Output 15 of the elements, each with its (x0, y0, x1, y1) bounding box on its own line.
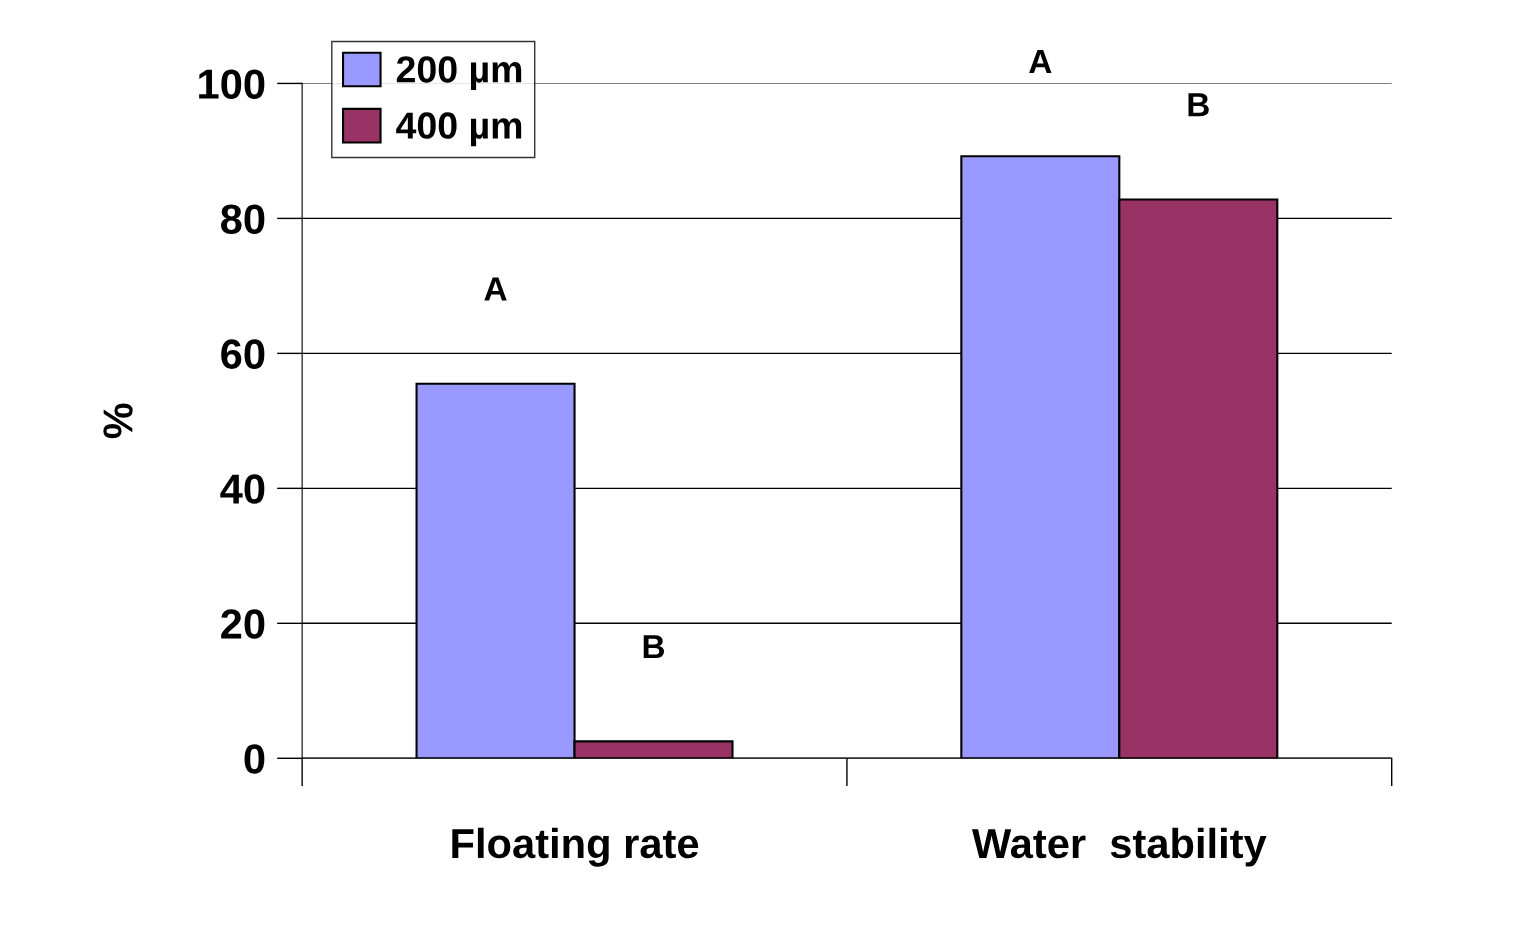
y-tick-label: 20 (221, 609, 265, 639)
data-label: B (643, 635, 665, 659)
x-tick-label: Water stability (971, 827, 1267, 867)
legend-label: 400 µm (396, 112, 522, 147)
legend-label: 200 µm (396, 56, 522, 91)
data-label: A (1029, 50, 1052, 74)
y-axis-title: % (103, 403, 133, 439)
y-tick-label: 60 (221, 339, 265, 369)
x-tick-label: Floating rate (452, 827, 699, 867)
data-label: B (1188, 93, 1209, 117)
data-label: A (484, 277, 507, 301)
y-tick-label: 80 (221, 204, 265, 234)
y-tick-label: 0 (244, 744, 265, 774)
y-tick-label: 100 (199, 69, 265, 99)
y-tick-label: 40 (220, 474, 265, 504)
